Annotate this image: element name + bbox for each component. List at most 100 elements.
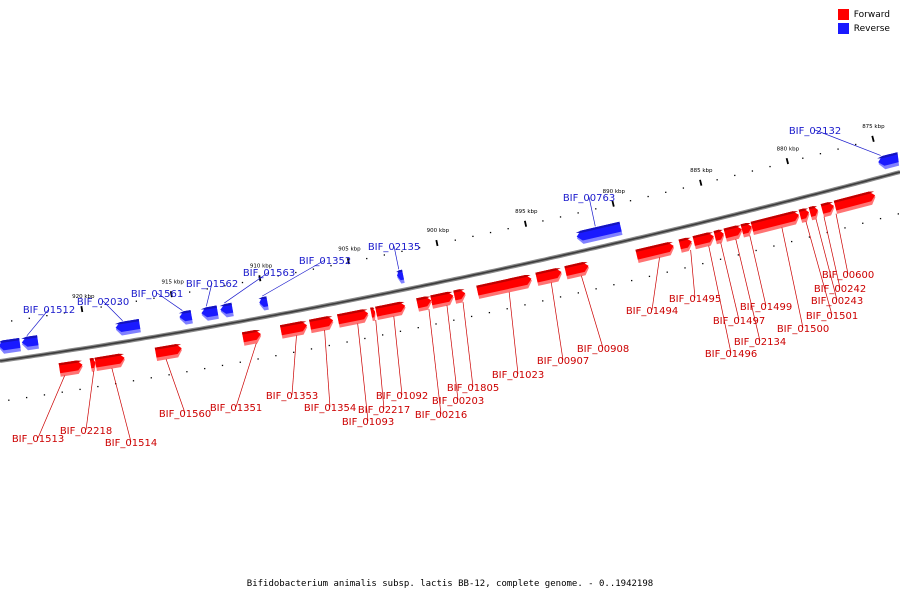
minor-tick: [383, 254, 385, 256]
inner-tick: [702, 262, 704, 265]
reverse-feature-6-edge: [219, 302, 232, 307]
bif_01093-label: BIF_01093: [342, 417, 394, 428]
reverse-feature-5-edge: [200, 305, 217, 310]
reverse-feature-10-edge: [877, 152, 898, 159]
bif_00242-label: BIF_00242: [814, 284, 866, 295]
minor-tick: [366, 257, 368, 260]
bif_01023-edge: [476, 275, 531, 288]
minor-tick: [734, 174, 736, 177]
bif_02217-label: BIF_02217: [358, 405, 410, 416]
inner-tick: [293, 351, 295, 353]
minor-tick: [542, 220, 544, 222]
bif_00600-label: BIF_00600: [822, 270, 874, 281]
inner-tick: [613, 284, 615, 286]
inner-tick: [382, 334, 384, 336]
bif_01352-leader: [261, 259, 326, 297]
inner-tick: [542, 300, 544, 302]
bif_01499-leader: [749, 235, 767, 307]
bif_01501-edge: [798, 208, 808, 212]
major-tick: [346, 258, 350, 265]
inner-tick: [595, 288, 597, 290]
bif_01513-label: BIF_01513: [12, 434, 64, 445]
inner-tick: [488, 311, 491, 314]
inner-tick: [328, 344, 330, 347]
bif_01500-edge: [750, 211, 798, 224]
minor-tick: [489, 231, 492, 234]
reverse-feature-8-edge: [396, 269, 403, 273]
bif_01351-leader: [235, 342, 257, 408]
minor-tick: [11, 320, 13, 322]
inner-tick: [43, 394, 46, 396]
bif_02030-leader: [102, 300, 123, 321]
tick-label: 890 kbp: [603, 189, 626, 195]
minor-tick: [769, 165, 771, 168]
inner-tick: [631, 279, 633, 282]
bif_01093-edge: [337, 309, 368, 317]
bif_00243-label: BIF_00243: [811, 296, 863, 307]
bif_00763-label: BIF_00763: [563, 193, 615, 204]
bif_01560-edge: [154, 344, 182, 350]
inner-tick: [25, 396, 28, 399]
reverse-feature-1-edge: [0, 338, 20, 343]
tick-label: 875 kbp: [862, 124, 885, 130]
bif_01514-edge: [94, 353, 124, 360]
bif_01805-edge: [453, 289, 465, 293]
reverse-label: Reverse: [853, 23, 890, 34]
minor-tick: [224, 285, 226, 287]
inner-tick: [417, 327, 419, 329]
bif_01497-edge: [713, 229, 723, 234]
bif_01497-label: BIF_01497: [713, 316, 765, 327]
major-tick: [699, 179, 703, 186]
bif_01351-edge: [242, 330, 261, 335]
bif_01496-leader: [708, 245, 732, 354]
bif_01514-arrow: [94, 353, 125, 371]
bif_00908-leader: [581, 275, 604, 349]
bif_01561-leader: [156, 292, 183, 311]
inner-tick: [132, 380, 135, 382]
kbp-ticks: 875 kbp 880 kbp 885 kbp 890 kbp 895 kbp 900 k…: [8, 124, 899, 401]
minor-tick: [454, 239, 456, 241]
bif_01353-label: BIF_01353: [266, 391, 318, 402]
bif_00908-label: BIF_00908: [577, 344, 629, 355]
inner-tick: [204, 367, 206, 370]
bif_01494-arrow: [635, 242, 675, 263]
major-tick: [785, 157, 789, 165]
bif_01495-label: BIF_01495: [669, 294, 721, 305]
bif_02218-edge: [89, 358, 95, 361]
bif_01354-edge: [309, 316, 333, 322]
inner-tick: [755, 249, 757, 252]
bif_01495-leader: [690, 249, 696, 299]
reverse-feature-9-arrow: [575, 221, 623, 244]
inner-tick: [8, 399, 10, 401]
inner-tick: [435, 323, 437, 325]
bif_00908-edge: [564, 262, 588, 269]
minor-tick: [118, 303, 120, 305]
inner-tick: [453, 319, 455, 321]
bif_01560-leader: [165, 358, 186, 414]
inner-tick: [61, 391, 63, 393]
bif_01501-arrow: [798, 208, 810, 223]
minor-tick: [330, 265, 332, 267]
bif_00216-arrow: [416, 296, 432, 312]
inner-tick: [79, 388, 81, 391]
bif_02134-arrow: [723, 225, 743, 242]
bif_02217-edge: [370, 307, 375, 310]
bif_01500-label: BIF_01500: [777, 324, 829, 335]
bif_01354-leader: [324, 330, 331, 408]
reverse-feature-6-arrow: [219, 302, 234, 318]
bif_00908-arrow: [564, 262, 589, 280]
minor-tick: [595, 208, 597, 210]
tick-label: 895 kbp: [515, 209, 538, 215]
reverse-feature-7-edge: [258, 296, 267, 300]
inner-tick: [399, 330, 402, 332]
bif_00203-arrow: [430, 291, 454, 309]
minor-tick: [153, 297, 155, 299]
bif_01500-arrow: [750, 211, 800, 235]
bif_01494-body: [635, 242, 674, 260]
gene-arrows: [0, 152, 900, 377]
inner-tick: [168, 374, 170, 376]
bif_01354-label: BIF_01354: [304, 403, 356, 414]
minor-tick: [312, 268, 315, 270]
bif_00763-leader: [588, 196, 596, 227]
